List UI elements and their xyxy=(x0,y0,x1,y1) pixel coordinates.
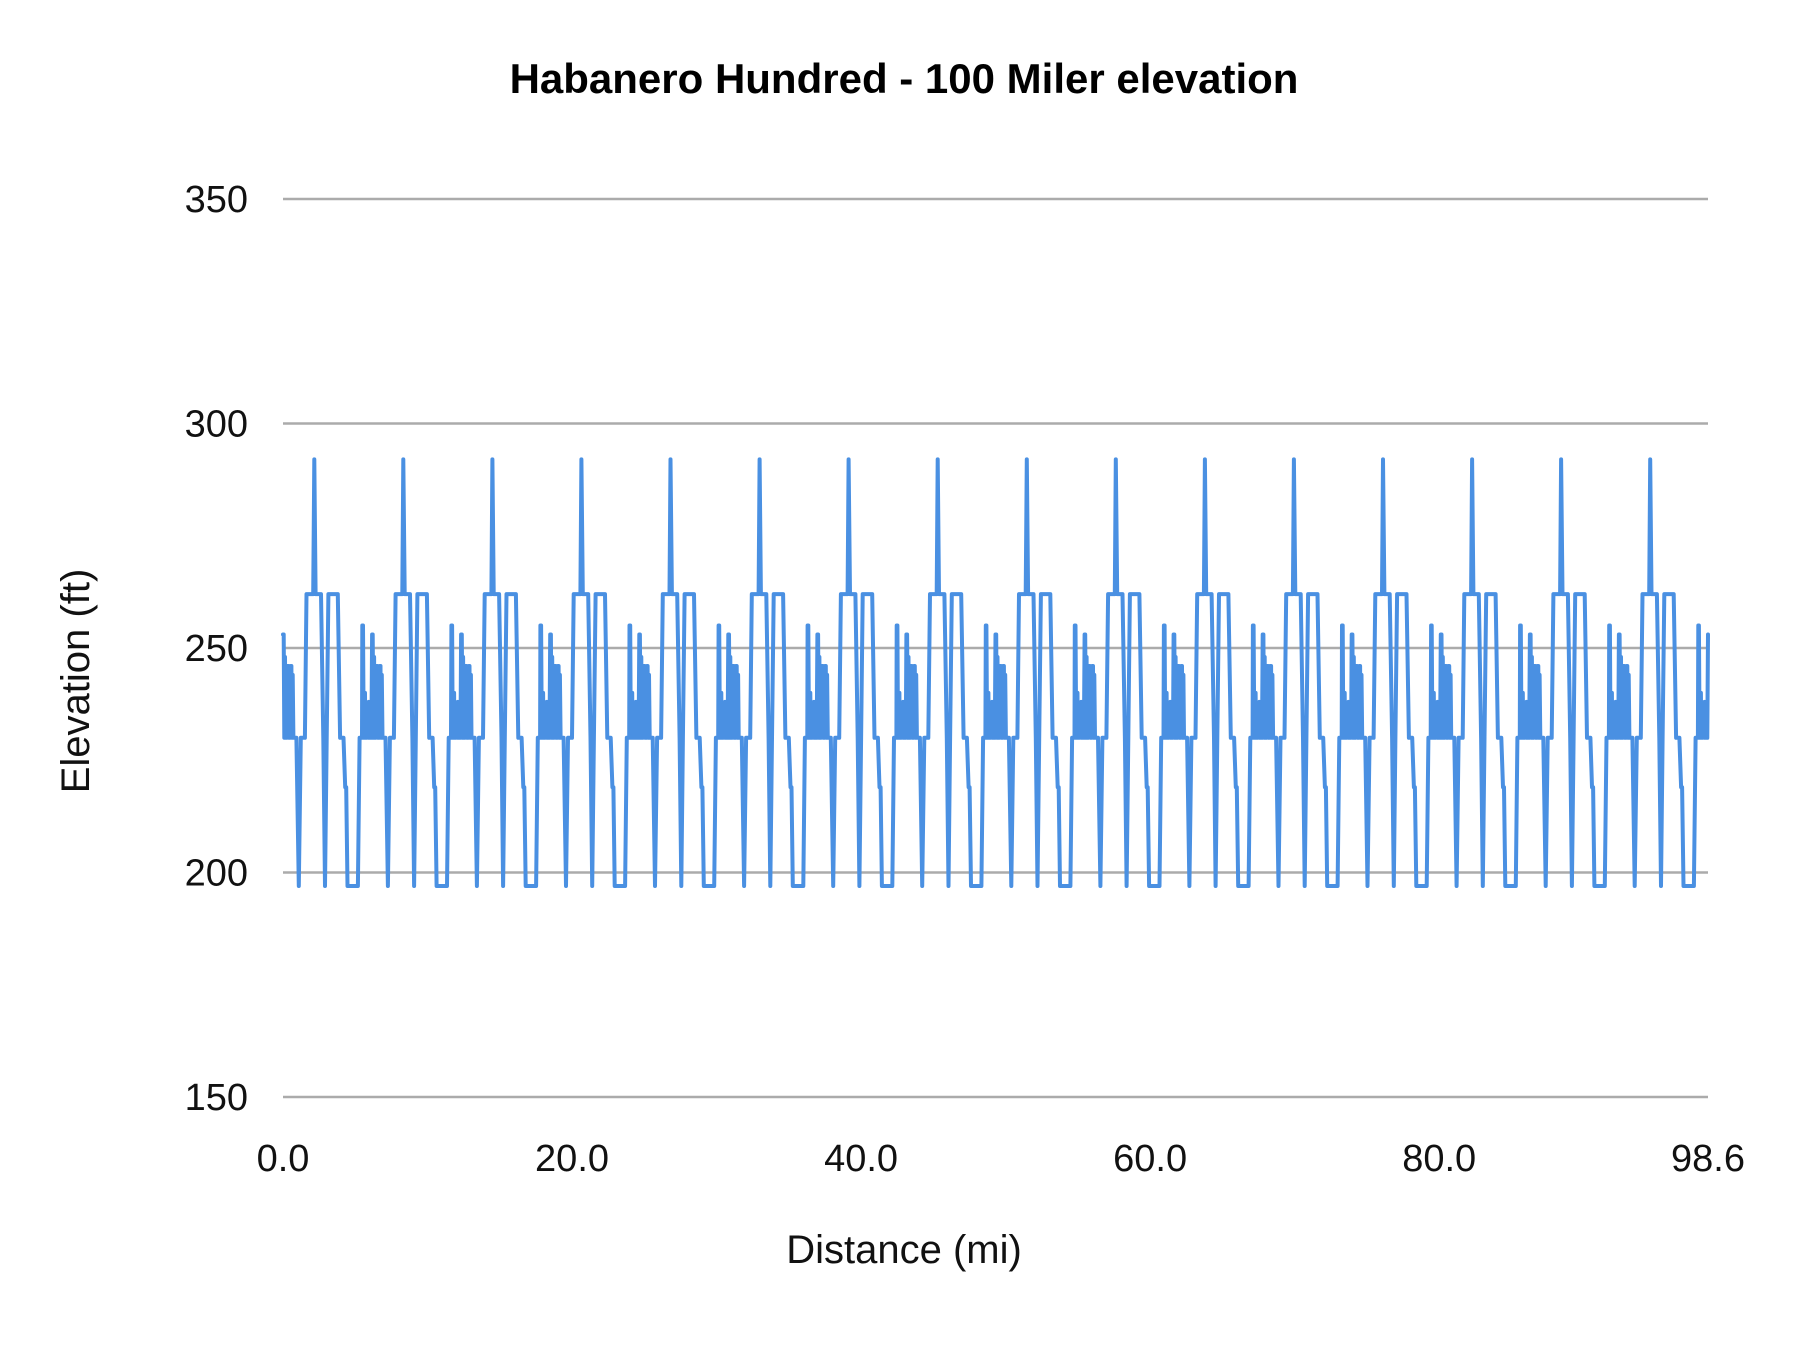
y-tick-label: 300 xyxy=(185,404,248,446)
y-axis-label: Elevation (ft) xyxy=(54,569,98,794)
x-axis-label: Distance (mi) xyxy=(786,1228,1022,1272)
y-tick-label: 150 xyxy=(185,1077,248,1119)
y-tick-label: 200 xyxy=(185,853,248,895)
x-tick-label: 20.0 xyxy=(535,1138,609,1180)
chart-title: Habanero Hundred - 100 Miler elevation xyxy=(510,55,1299,102)
y-axis-ticks: 150 200 250 300 350 xyxy=(185,179,248,1119)
y-tick-label: 350 xyxy=(185,179,248,221)
x-tick-label: 60.0 xyxy=(1113,1138,1187,1180)
x-tick-label: 80.0 xyxy=(1402,1138,1476,1180)
y-tick-label: 250 xyxy=(185,628,248,670)
x-tick-label: 0.0 xyxy=(257,1138,310,1180)
x-axis-ticks: 0.0 20.0 40.0 60.0 80.0 98.6 xyxy=(257,1138,1745,1180)
x-tick-label: 40.0 xyxy=(824,1138,898,1180)
x-tick-label: 98.6 xyxy=(1671,1138,1745,1180)
elevation-series-line xyxy=(281,457,1710,888)
